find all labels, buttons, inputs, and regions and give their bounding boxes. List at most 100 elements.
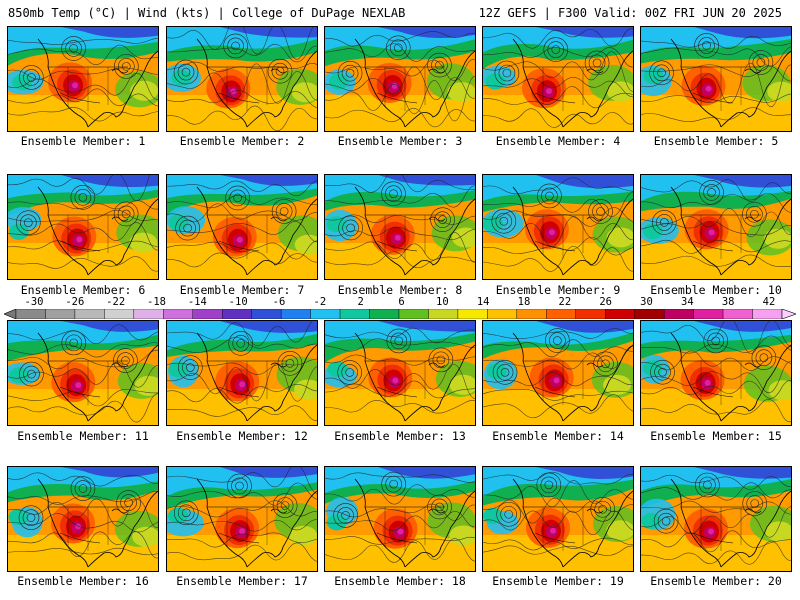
ensemble-member-label: Ensemble Member: 13 [334,429,466,443]
colorbar-swatch [398,309,429,319]
ensemble-member-label: Ensemble Member: 16 [17,574,149,588]
colorbar-strip [4,309,796,319]
ensemble-member-map[interactable] [324,466,476,572]
colorbar-tick-label: -2 [313,296,327,308]
temperature-field [483,467,633,571]
temperature-field [167,175,317,279]
colorbar-tick-label: 30 [640,296,653,308]
colorbar-swatch [133,309,164,319]
ensemble-member-label: Ensemble Member: 12 [176,429,308,443]
temperature-field [483,321,633,425]
ensemble-member-map[interactable] [640,466,792,572]
ensemble-member-map[interactable] [640,26,792,132]
colorbar-tick-label: -22 [106,296,126,308]
ensemble-member-label: Ensemble Member: 18 [334,574,466,588]
colorbar-swatch [104,309,135,319]
colorbar-swatch [192,309,223,319]
ensemble-member-map[interactable] [166,26,318,132]
ensemble-member-map[interactable] [324,26,476,132]
colorbar-tick-label: -30 [24,296,44,308]
ensemble-member-label: Ensemble Member: 9 [495,283,621,297]
temperature-field [8,27,158,131]
product-title: 850mb Temp (°C) | Wind (kts) | College o… [8,6,406,20]
ensemble-member-map[interactable] [7,466,159,572]
colorbar-swatch [605,309,635,319]
colorbar-swatch [487,309,518,319]
temperature-field [641,321,791,425]
colorbar-swatch [575,309,606,319]
temperature-colorbar: -30 -26 -22 -18 -14 -10 -6 -2 2 6 10 14 18 22 26 30 34 38… [4,297,796,319]
temperature-field [8,175,158,279]
colorbar-swatch [310,309,341,319]
colorbar-tick-label: -14 [187,296,207,308]
colorbar-tick-label: 22 [558,296,572,308]
ensemble-member-map[interactable] [482,320,634,426]
temperature-field [8,321,158,425]
temperature-field [641,175,791,279]
colorbar-swatch [428,309,459,319]
ensemble-member-map[interactable] [166,174,318,280]
temperature-field [8,467,158,571]
colorbar-swatch [339,309,370,319]
temperature-field [325,175,475,279]
colorbar-tick-label: 34 [681,296,694,308]
colorbar-swatch [693,309,724,319]
ensemble-member-map[interactable] [7,320,159,426]
colorbar-swatch [457,309,488,319]
ensemble-member-label: Ensemble Member: 7 [179,283,305,297]
ensemble-member-map[interactable] [166,466,318,572]
colorbar-tick-label: -18 [147,296,166,308]
colorbar-tick-label: -26 [65,296,85,308]
ensemble-member-label: Ensemble Member: 8 [337,283,463,297]
temperature-field [483,175,633,279]
ensemble-member-label: Ensemble Member: 1 [20,134,146,148]
ensemble-member-map[interactable] [640,174,792,280]
colorbar-swatch [634,309,665,319]
ensemble-member-map[interactable] [482,466,634,572]
colorbar-min-arrow [4,309,17,319]
ensemble-member-map[interactable] [482,26,634,132]
colorbar-tick-label: 14 [476,296,490,308]
colorbar-swatch [222,309,252,319]
colorbar-tick-label: 18 [517,296,531,308]
temperature-field [641,27,791,131]
temperature-field [641,467,791,571]
colorbar-swatch [280,309,311,319]
temperature-field [325,467,475,571]
colorbar-swatch [15,309,46,319]
ensemble-member-label: Ensemble Member: 11 [17,429,149,443]
colorbar-swatch [74,309,105,319]
ensemble-member-label: Ensemble Member: 6 [20,283,146,297]
ensemble-member-label: Ensemble Member: 15 [650,429,782,443]
ensemble-member-label: Ensemble Member: 19 [492,574,624,588]
colorbar-swatch [369,309,400,319]
ensemble-member-map[interactable] [640,320,792,426]
colorbar-swatch [45,309,76,319]
ensemble-member-label: Ensemble Member: 2 [179,134,305,148]
colorbar-swatch [722,309,753,319]
ensemble-member-label: Ensemble Member: 3 [337,134,463,148]
temperature-field [167,321,317,425]
ensemble-member-map[interactable] [166,320,318,426]
ensemble-member-map[interactable] [324,174,476,280]
ensemble-member-map[interactable] [7,26,159,132]
colorbar-tick-label: 26 [599,296,612,308]
colorbar-swatch [251,309,282,319]
temperature-field [483,27,633,131]
ensemble-member-map[interactable] [7,174,159,280]
colorbar-tick-label: -6 [272,296,286,308]
ensemble-member-label: Ensemble Member: 4 [495,134,621,148]
ensemble-member-map[interactable] [324,320,476,426]
ensemble-member-label: Ensemble Member: 20 [650,574,782,588]
ensemble-member-map[interactable] [482,174,634,280]
colorbar-swatch [663,309,694,319]
ensemble-member-label: Ensemble Member: 17 [176,574,308,588]
colorbar-tick-label: 42 [762,296,776,308]
temperature-field [325,27,475,131]
colorbar-swatch [546,309,576,319]
colorbar-max-arrow [781,309,796,319]
colorbar-tick-label: 6 [398,296,405,308]
model-run-valid-time: 12Z GEFS | F300 Valid: 00Z FRI JUN 20 20… [478,6,782,20]
temperature-field [325,321,475,425]
